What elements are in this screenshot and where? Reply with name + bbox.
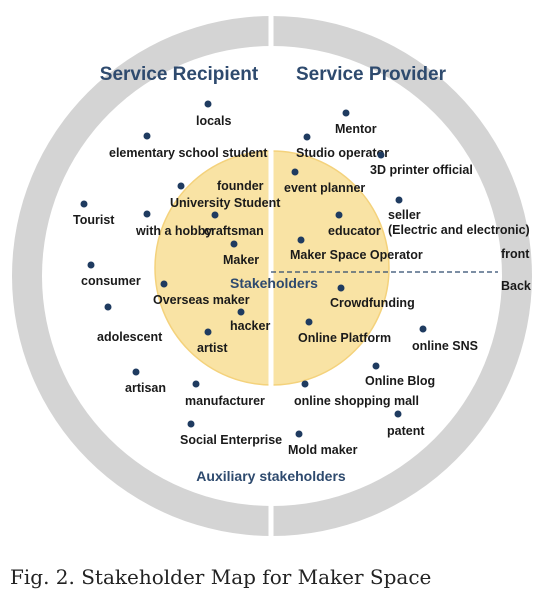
label-crowdfunding: Crowdfunding (330, 296, 415, 310)
label-maker-space-operator: Maker Space Operator (290, 248, 423, 262)
dot-educator (335, 211, 343, 219)
figure-caption: Fig. 2. Stakeholder Map for Maker Space (10, 565, 431, 589)
dot-locals (204, 100, 212, 108)
label-back: Back (501, 279, 531, 293)
label-overseas-maker: Overseas maker (153, 293, 250, 307)
dot-maker-space-operator (297, 236, 305, 244)
dot-studio-operator (303, 133, 311, 141)
dot-seller (395, 196, 403, 204)
label-university-student: University Student (170, 196, 281, 210)
dot-hacker (237, 308, 245, 316)
dot-with-a-hobby (143, 210, 151, 218)
heading-service-recipient: Service Recipient (100, 64, 259, 85)
label-with-a-hobby: with a hobby (135, 224, 212, 238)
dot-founder (177, 182, 185, 190)
label-seller-detail: (Electric and electronic) (388, 223, 530, 237)
label-maker: Maker (223, 253, 259, 267)
dot-event-planner (291, 168, 299, 176)
label-elementary-school-student: elementary school student (109, 146, 268, 160)
label-locals: locals (196, 114, 231, 128)
label-online-sns: online SNS (412, 339, 478, 353)
dot-tourist (80, 200, 88, 208)
dot-artisan (132, 368, 140, 376)
dot-mentor (342, 109, 350, 117)
label-artisan: artisan (125, 381, 166, 395)
dot-online-blog (372, 362, 380, 370)
dot-artist (204, 328, 212, 336)
dot-crowdfunding (337, 284, 345, 292)
label-front: front (501, 247, 530, 261)
heading-auxiliary-stakeholders: Auxiliary stakeholders (196, 468, 346, 484)
dot-consumer (87, 261, 95, 269)
label-adolescent: adolescent (97, 330, 163, 344)
label-founder: founder (217, 179, 264, 193)
dot-online-sns (419, 325, 427, 333)
dot-3d-printer-official (377, 151, 385, 159)
label-3d-printer-official: 3D printer official (370, 163, 473, 177)
heading-service-provider: Service Provider (296, 64, 447, 85)
dot-online-platform (305, 318, 313, 326)
label-educator: educator (328, 224, 381, 238)
label-mentor: Mentor (335, 122, 377, 136)
dot-manufacturer (192, 380, 200, 388)
dot-maker (230, 240, 238, 248)
label-online-shopping-mall: online shopping mall (294, 394, 419, 408)
label-craftsman: craftsman (204, 224, 264, 238)
dot-social-enterprise (187, 420, 195, 428)
dot-online-shopping-mall (301, 380, 309, 388)
heading-stakeholders: Stakeholders (230, 275, 318, 291)
label-tourist: Tourist (73, 213, 115, 227)
label-patent: patent (387, 424, 425, 438)
label-consumer: consumer (81, 274, 141, 288)
label-seller: seller (388, 208, 421, 222)
label-manufacturer: manufacturer (185, 394, 265, 408)
label-mold-maker: Mold maker (288, 443, 358, 457)
dot-patent (394, 410, 402, 418)
label-event-planner: event planner (284, 181, 365, 195)
label-social-enterprise: Social Enterprise (180, 433, 282, 447)
label-artist: artist (197, 341, 228, 355)
label-studio-operator: Studio operator (296, 146, 389, 160)
dot-mold-maker (295, 430, 303, 438)
label-online-blog: Online Blog (365, 374, 435, 388)
dot-overseas-maker (160, 280, 168, 288)
dot-craftsman (211, 211, 219, 219)
label-hacker: hacker (230, 319, 270, 333)
dot-adolescent (104, 303, 112, 311)
label-online-platform: Online Platform (298, 331, 391, 345)
dot-elementary-school-student (143, 132, 151, 140)
